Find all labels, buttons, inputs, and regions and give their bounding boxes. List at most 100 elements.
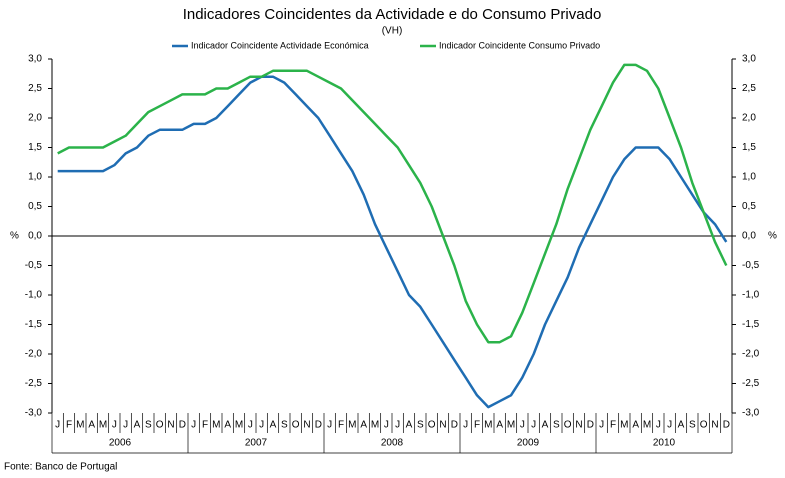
- y2-tick-label: 1,5: [742, 142, 756, 153]
- x-tick-label: J: [248, 420, 253, 431]
- x-tick-label: A: [406, 420, 413, 431]
- x-tick-label: J: [112, 420, 117, 431]
- x-tick-label: F: [338, 420, 344, 431]
- y-tick-label: -1,5: [25, 319, 43, 330]
- x-tick-label: S: [281, 420, 288, 431]
- year-label: 2009: [517, 438, 540, 449]
- year-label: 2008: [381, 438, 404, 449]
- y-tick-label: -2,0: [25, 349, 43, 360]
- x-tick-label: M: [99, 420, 107, 431]
- year-label: 2010: [653, 438, 676, 449]
- x-tick-label: J: [667, 420, 672, 431]
- y-tick-label: 0,5: [28, 201, 42, 212]
- x-tick-label: A: [678, 420, 685, 431]
- x-tick-label: S: [417, 420, 424, 431]
- y2-tick-label: -3,0: [742, 408, 760, 419]
- series-line: [57, 75, 728, 409]
- x-tick-label: N: [711, 420, 718, 431]
- y2-tick-label: 0,5: [742, 201, 756, 212]
- y2-tick-label: 2,5: [742, 83, 756, 94]
- y-tick-label: 0,0: [28, 231, 42, 242]
- x-tick-label: J: [191, 420, 196, 431]
- y-tick-label: 2,0: [28, 113, 42, 124]
- y-tick-label: -1,0: [25, 290, 43, 301]
- x-tick-label: M: [76, 420, 84, 431]
- x-tick-label: J: [384, 420, 389, 431]
- y-tick-label: 2,5: [28, 83, 42, 94]
- legend-label: Indicador Coincidente Actividade Económi…: [191, 40, 369, 50]
- x-tick-label: J: [520, 420, 525, 431]
- y-tick-label: -3,0: [25, 408, 43, 419]
- x-tick-label: A: [270, 420, 277, 431]
- x-tick-label: M: [620, 420, 628, 431]
- x-tick-label: S: [145, 420, 152, 431]
- x-tick-label: N: [167, 420, 174, 431]
- y2-tick-label: -1,5: [742, 319, 760, 330]
- y2-tick-label: -2,0: [742, 349, 760, 360]
- x-tick-label: J: [259, 420, 264, 431]
- y-tick-label: 1,0: [28, 172, 42, 183]
- x-tick-label: N: [303, 420, 310, 431]
- x-tick-label: F: [202, 420, 208, 431]
- x-tick-label: A: [88, 420, 95, 431]
- series-line: [57, 63, 728, 344]
- x-tick-label: D: [451, 420, 458, 431]
- x-tick-label: O: [428, 420, 436, 431]
- x-tick-label: J: [656, 420, 661, 431]
- x-tick-label: F: [66, 420, 72, 431]
- x-tick-label: J: [531, 420, 536, 431]
- x-tick-label: A: [360, 420, 367, 431]
- x-tick-label: M: [371, 420, 379, 431]
- y-tick-label: -0,5: [25, 260, 43, 271]
- y2-tick-label: 3,0: [742, 54, 756, 65]
- legend-label: Indicador Coincidente Consumo Privado: [439, 40, 600, 50]
- x-tick-label: D: [723, 420, 730, 431]
- y-tick-label: 1,5: [28, 142, 42, 153]
- x-tick-label: J: [463, 420, 468, 431]
- y2-tick-label: 2,0: [742, 113, 756, 124]
- y2-tick-label: -0,5: [742, 260, 760, 271]
- x-tick-label: J: [123, 420, 128, 431]
- x-tick-label: A: [632, 420, 639, 431]
- x-tick-label: A: [134, 420, 141, 431]
- x-tick-label: M: [212, 420, 220, 431]
- x-tick-label: O: [564, 420, 572, 431]
- y-tick-label: -2,5: [25, 378, 43, 389]
- x-tick-label: D: [179, 420, 186, 431]
- x-tick-label: N: [575, 420, 582, 431]
- x-tick-label: J: [599, 420, 604, 431]
- x-tick-label: M: [507, 420, 515, 431]
- x-tick-label: J: [55, 420, 60, 431]
- y2-tick-label: -1,0: [742, 290, 760, 301]
- year-label: 2006: [109, 438, 132, 449]
- x-tick-label: M: [484, 420, 492, 431]
- x-tick-label: F: [610, 420, 616, 431]
- x-tick-label: N: [439, 420, 446, 431]
- x-tick-label: J: [327, 420, 332, 431]
- x-tick-label: O: [700, 420, 708, 431]
- x-tick-label: D: [587, 420, 594, 431]
- x-tick-label: M: [235, 420, 243, 431]
- y-tick-label: 3,0: [28, 54, 42, 65]
- y2-tick-label: 1,0: [742, 172, 756, 183]
- y2-axis-label: %: [768, 231, 777, 242]
- chart-title: Indicadores Coincidentes da Actividade e…: [183, 6, 602, 23]
- x-tick-label: S: [553, 420, 560, 431]
- x-tick-label: F: [474, 420, 480, 431]
- x-tick-label: J: [395, 420, 400, 431]
- chart-subtitle: (VH): [382, 26, 403, 37]
- x-tick-label: A: [224, 420, 231, 431]
- source: Fonte: Banco de Portugal: [4, 462, 117, 473]
- x-tick-label: O: [156, 420, 164, 431]
- y-axis-label: %: [10, 231, 19, 242]
- x-tick-label: D: [315, 420, 322, 431]
- y2-tick-label: 0,0: [742, 231, 756, 242]
- year-label: 2007: [245, 438, 268, 449]
- x-tick-label: M: [348, 420, 356, 431]
- x-tick-label: A: [496, 420, 503, 431]
- x-tick-label: S: [689, 420, 696, 431]
- x-tick-label: A: [542, 420, 549, 431]
- x-tick-label: M: [643, 420, 651, 431]
